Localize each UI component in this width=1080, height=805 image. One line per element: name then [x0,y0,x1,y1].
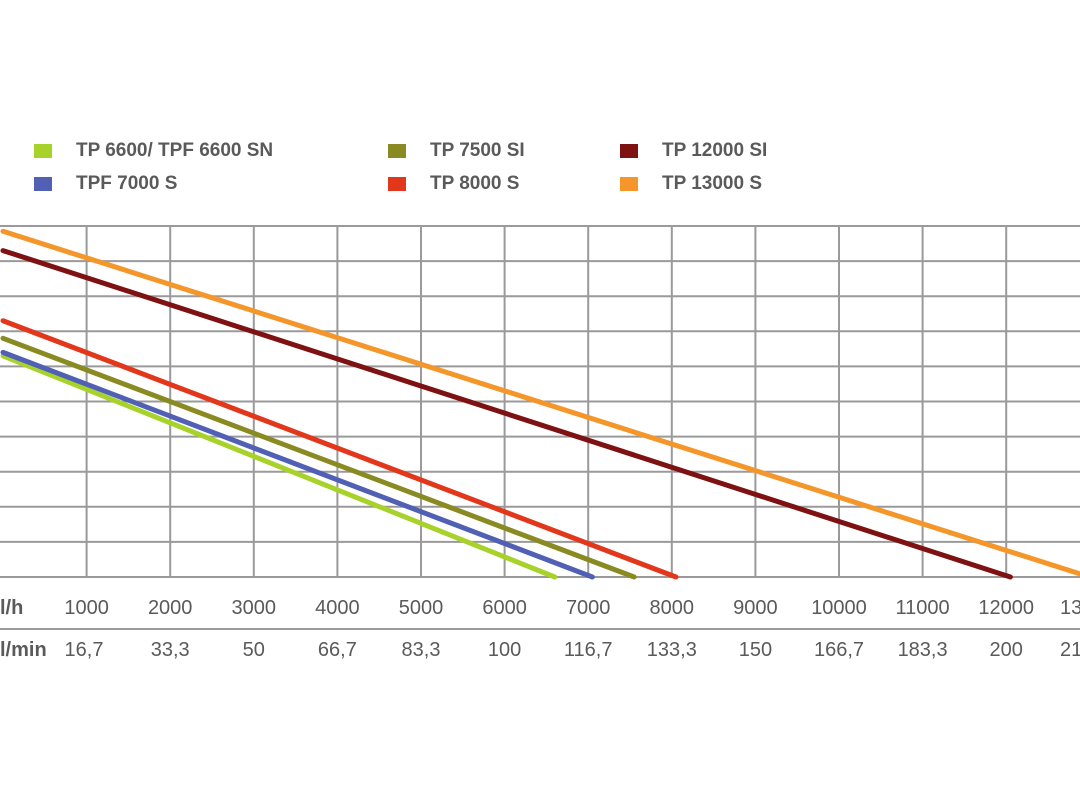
x-tick-label: 6000 [482,597,527,619]
x-tick-label: 116,7 [564,639,613,661]
series-line [0,353,558,580]
x-tick-label: 83,3 [402,639,441,661]
x-axis-unit-label: l/h [0,597,23,619]
x-tick-label: 5000 [399,597,444,619]
x-tick-label: 183,3 [898,639,948,661]
legend-label: TP 7500 SI [430,140,525,161]
legend-swatch [388,144,406,158]
x-tick-label: 100 [488,639,521,661]
series-line [0,318,679,580]
x-tick-label: 8000 [650,597,695,619]
legend-swatch [620,144,638,158]
legend-item: TP 6600/ TPF 6600 SN [34,139,273,163]
x-tick-label: 11000 [896,597,950,619]
x-tick-label: 33,3 [151,639,190,661]
x-tick-label: 166,7 [814,639,864,661]
legend-item: TP 8000 S [388,172,519,196]
legend-item: TP 7500 SI [388,139,525,163]
x-tick-label: 2000 [148,597,193,619]
x-tick-label: 9000 [733,597,778,619]
legend-item: TP 12000 SI [620,139,767,163]
series-line [0,349,595,580]
legend-label: TP 12000 SI [662,140,768,161]
series-lines [0,228,1080,580]
x-axis-row-lmin: l/min 16,7 33,3 50 66,7 83,3 100 116,7 133,3 150 1… [0,639,1080,661]
x-tick-label: 1000 [64,597,109,619]
legend-swatch [620,177,638,191]
series-line [0,228,1080,577]
x-tick-label: 133,3 [647,639,697,661]
x-tick-label: 16,7 [65,639,104,661]
x-tick-label: 21 [1060,639,1080,661]
legend-label: TPF 7000 S [76,173,178,194]
x-tick-label: 13 [1060,597,1080,619]
x-tick-label: 10000 [811,597,867,619]
legend-item: TPF 7000 S [34,172,177,196]
legend-swatch [34,177,52,191]
legend-item: TP 13000 S [620,172,762,196]
series-line [0,335,637,580]
x-axis-row-lh: l/h 1000 2000 3000 4000 5000 6000 7000 8000 9000 1… [0,597,1080,619]
x-tick-label: 4000 [315,597,360,619]
legend-label: TP 13000 S [662,173,763,194]
x-axis-unit-label: l/min [0,639,47,661]
legend-label: TP 8000 S [430,173,520,194]
legend-swatch [388,177,406,191]
x-tick-label: 50 [243,639,265,661]
x-tick-label: 12000 [978,597,1034,619]
legend-label: TP 6600/ TPF 6600 SN [76,140,274,161]
x-tick-label: 66,7 [318,639,357,661]
x-tick-label: 200 [990,639,1023,661]
legend-swatch [34,144,52,158]
x-tick-label: 3000 [232,597,277,619]
x-tick-label: 150 [739,639,772,661]
chart-legend: TP 6600/ TPF 6600 SN TP 7500 SI TP 12000 S… [0,0,1080,210]
series-line [0,248,1013,580]
x-tick-label: 7000 [566,597,611,619]
